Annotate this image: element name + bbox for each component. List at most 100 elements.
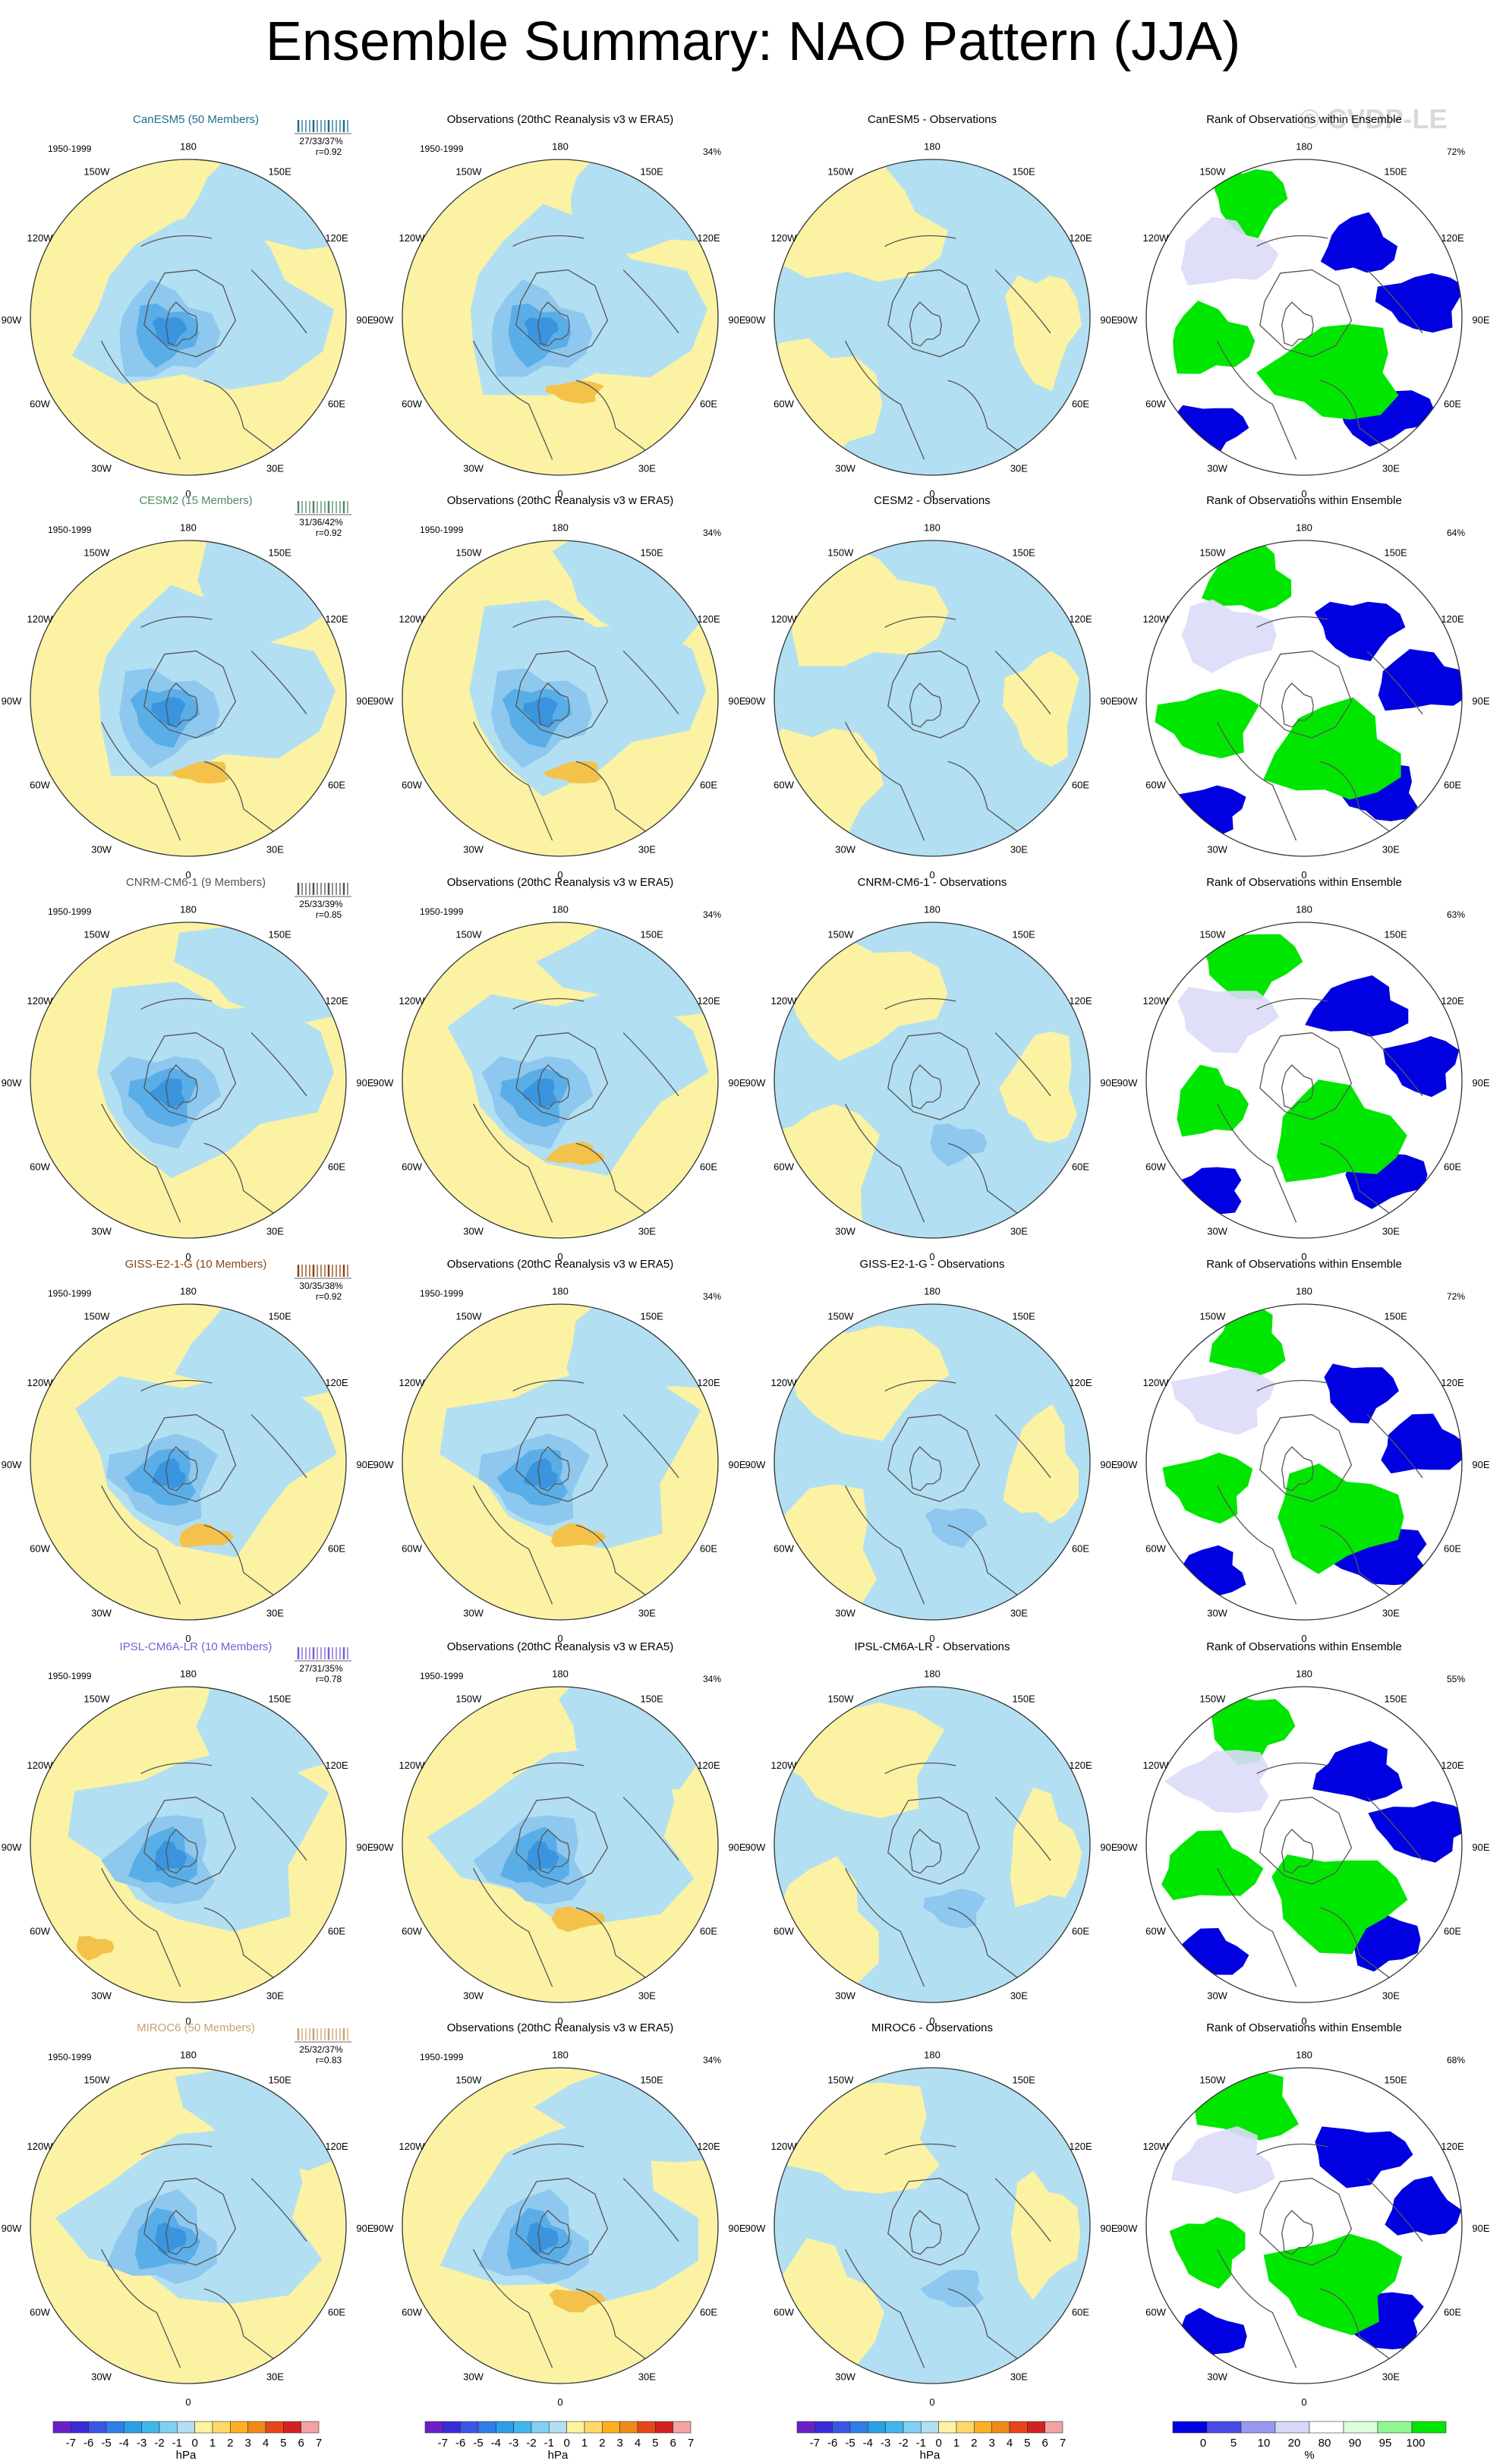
lon-label-150W: 150W (1199, 929, 1226, 941)
asia-coast (250, 2178, 307, 2242)
lon-label-30W: 30W (463, 1608, 484, 1619)
colorbar-tick-label: -2 (526, 2437, 536, 2450)
colorbar-swatch (849, 2421, 868, 2434)
map-panel-3-0 (30, 1304, 346, 1620)
lon-label-90E: 90E (728, 1077, 745, 1089)
watermark: © CVDP-LE (1300, 103, 1448, 134)
lon-label-90W: 90W (373, 1459, 394, 1470)
colorbar-tick-label: 7 (688, 2437, 694, 2450)
asia-coast (994, 2178, 1051, 2242)
diff-title: IPSL-CM6A-LR - Observations (854, 1640, 1010, 1653)
lon-label-60E: 60E (1072, 1925, 1089, 1936)
lon-labels-3-2: 180 150W 150E 120W 120E 90W 90E 60W 60E 30W 30E 0 (745, 1285, 1118, 1644)
pattern-pct: 30/35/38% (299, 1281, 343, 1291)
lon-label-180: 180 (180, 2049, 197, 2060)
lon-label-30E: 30E (1382, 2371, 1400, 2383)
lon-label-120W: 120W (399, 995, 425, 1007)
diff-title: CanESM5 - Observations (868, 113, 997, 126)
colorbar-swatch (531, 2421, 550, 2434)
lon-label-90E: 90E (1100, 695, 1117, 707)
rank-low-region (1164, 1167, 1242, 1215)
positive-core (76, 1936, 115, 1961)
lon-labels-4-3: 180 150W 150E 120W 120E 90W 90E 60W 60E 30W 30E 0 (1117, 1668, 1490, 2027)
period-label: 1950-1999 (420, 906, 464, 917)
period-label: 1950-1999 (420, 1288, 464, 1299)
lon-label-60W: 60W (773, 1161, 794, 1172)
greenland-coast (537, 301, 570, 347)
positive-core (170, 761, 231, 784)
lon-label-0: 0 (1301, 2015, 1306, 2027)
colorbar-tick-label: 3 (616, 2437, 622, 2450)
lon-label-150E: 150E (640, 2075, 663, 2086)
map-border (402, 2067, 719, 2384)
colorbar-tick-label: 4 (1007, 2437, 1013, 2450)
rank-title: Rank of Observations within Ensemble (1206, 1258, 1402, 1271)
lon-label-120W: 120W (1142, 1760, 1169, 1771)
colorbar-tick-label: -3 (881, 2437, 890, 2450)
lon-label-120W: 120W (27, 232, 53, 244)
lon-label-0: 0 (185, 869, 191, 881)
europe-coast (203, 1524, 276, 1597)
asia-coast (622, 651, 679, 715)
colorbar-swatch (655, 2421, 673, 2434)
map-border (30, 922, 347, 1239)
positive-core (545, 1141, 604, 1165)
ensemble-spread-ticks (295, 501, 351, 515)
lon-label-30E: 30E (638, 1608, 656, 1619)
colorbar-swatch (619, 2421, 638, 2434)
colorbar-swatch (177, 2421, 195, 2434)
colorbar-tick-label: -2 (898, 2437, 908, 2450)
america-coast (473, 1867, 553, 1987)
lon-label-90E: 90E (728, 695, 745, 707)
coastline (1217, 2143, 1423, 2368)
lon-label-150E: 150E (1012, 1311, 1035, 1322)
page-title: Ensemble Summary: NAO Pattern (JJA) (265, 11, 1241, 72)
greenland-coast (165, 1829, 198, 1874)
greenland-coast (909, 2210, 942, 2255)
lon-label-90W: 90W (2, 2223, 22, 2234)
negative-region (570, 159, 718, 254)
lon-label-60W: 60W (402, 398, 422, 409)
map-border (1145, 1303, 1463, 1621)
lon-label-180: 180 (180, 903, 197, 915)
pacific-coast (512, 2143, 584, 2155)
coastline (101, 616, 307, 841)
colorbar-tick-label: -5 (845, 2437, 855, 2450)
lon-label-120E: 120E (325, 613, 348, 625)
america-coast (101, 2248, 181, 2368)
obs-pct: 34% (703, 1674, 721, 1684)
arctic-coast (1259, 650, 1353, 739)
rank-low-region (1320, 212, 1398, 273)
rank-pct: 55% (1447, 1674, 1465, 1684)
lon-label-120W: 120W (399, 1760, 425, 1771)
rank-pct: 68% (1447, 2055, 1465, 2065)
rank-title: Rank of Observations within Ensemble (1206, 876, 1402, 889)
rank-high-region (1155, 688, 1259, 758)
lon-label-30W: 30W (463, 844, 484, 855)
model-title: GISS-E2-1-G (10 Members) (125, 1258, 267, 1271)
colorbar-tick-label: 4 (263, 2437, 269, 2450)
arctic-coast (515, 2177, 609, 2266)
lon-label-30E: 30E (1010, 463, 1028, 474)
colorbar-swatch (673, 2421, 692, 2434)
colorbar-unit: % (1304, 2449, 1314, 2462)
lon-label-60E: 60E (1072, 1542, 1089, 1554)
asia-coast (622, 1797, 679, 1861)
lon-label-60W: 60W (773, 1542, 794, 1554)
arctic-coast (143, 2177, 237, 2266)
europe-coast (1319, 761, 1391, 833)
map-panel-5-2 (774, 2068, 1090, 2384)
lon-label-120W: 120W (27, 1760, 53, 1771)
colorbar-tick-label: 6 (298, 2437, 304, 2450)
lon-label-120W: 120W (1142, 1377, 1169, 1388)
colorbar-tick-label: 100 (1406, 2437, 1425, 2450)
lon-label-150E: 150E (1012, 929, 1035, 941)
lon-label-30W: 30W (463, 1226, 484, 1237)
pacific-coast (1256, 1762, 1328, 1774)
pacific-coast (512, 616, 584, 628)
asia-coast (250, 1414, 307, 1479)
coastline (845, 997, 1051, 1223)
model-title: CESM2 (15 Members) (139, 494, 252, 507)
period-label: 1950-1999 (48, 1288, 92, 1299)
coastline (1217, 235, 1423, 460)
